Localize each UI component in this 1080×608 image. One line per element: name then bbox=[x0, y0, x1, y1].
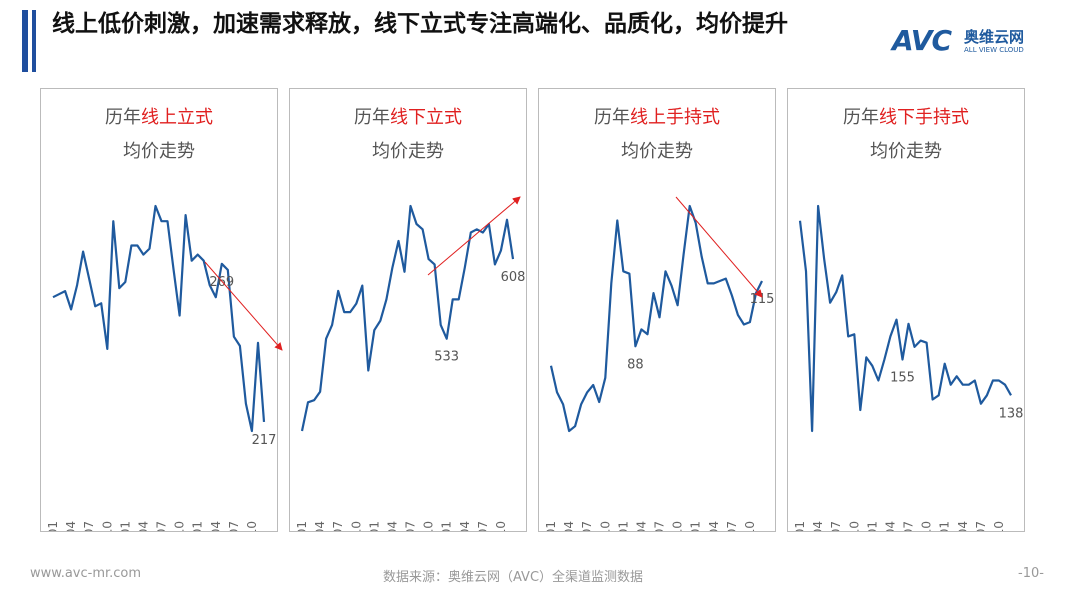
chart-subtitle: 均价走势 bbox=[372, 141, 444, 162]
chart-panel: 历年线上立式均价走势26921717.0117.0417.0717.1018.0… bbox=[40, 88, 278, 555]
page-number: -10- bbox=[1018, 566, 1044, 581]
x-tick-label: 19.10 bbox=[743, 521, 757, 531]
x-tick-label: 18.01 bbox=[616, 521, 630, 531]
footer-site: www.avc-mr.com bbox=[30, 566, 142, 581]
x-tick-label: 18.10 bbox=[173, 521, 187, 531]
accent-bar bbox=[32, 10, 36, 72]
chart: 历年线下手持式均价走势15513817.0117.0417.0717.1018.… bbox=[793, 107, 1024, 555]
x-tick-label: 17.04 bbox=[562, 521, 576, 531]
x-tick-label: 17.01 bbox=[544, 521, 558, 531]
x-tick-label: 17.07 bbox=[82, 521, 96, 531]
chart-title-lead: 历年 bbox=[594, 107, 630, 128]
x-tick-label: 17.01 bbox=[46, 521, 60, 531]
price-line bbox=[798, 204, 1012, 433]
logo-mark: AVC bbox=[892, 24, 952, 57]
chart-panel: 历年线下手持式均价走势15513817.0117.0417.0717.1018.… bbox=[787, 88, 1025, 555]
price-line bbox=[300, 204, 515, 432]
x-tick-label: 19.04 bbox=[956, 521, 970, 531]
x-tick-label: 19.04 bbox=[209, 521, 223, 531]
data-label: 88 bbox=[627, 357, 644, 372]
logo-name: 奥维云网 bbox=[964, 28, 1025, 46]
x-tick-label: 18.07 bbox=[404, 521, 418, 531]
data-label: 217 bbox=[252, 433, 277, 448]
chart-subtitle: 均价走势 bbox=[621, 141, 693, 162]
x-tick-label: 19.07 bbox=[476, 521, 490, 531]
x-tick-label: 17.10 bbox=[349, 521, 363, 531]
x-tick-label: 19.01 bbox=[440, 521, 454, 531]
x-tick-label: 18.01 bbox=[118, 521, 132, 531]
data-label: 138 bbox=[999, 406, 1024, 421]
data-label: 269 bbox=[209, 275, 234, 290]
x-tick-label: 17.07 bbox=[580, 521, 594, 531]
chart: 历年线上手持式均价走势8811517.0117.0417.0717.1018.0… bbox=[544, 107, 775, 555]
chart: 历年线下立式均价走势53360817.0117.0417.0717.1018.0… bbox=[295, 107, 526, 555]
x-tick-label: 18.04 bbox=[634, 521, 648, 531]
chart-title-highlight: 线上手持式 bbox=[630, 107, 720, 128]
chart-title-highlight: 线上立式 bbox=[141, 107, 213, 128]
chart-title: 历年线下手持式 bbox=[843, 107, 969, 128]
x-tick-label: 17.10 bbox=[847, 521, 861, 531]
chart-title-lead: 历年 bbox=[354, 107, 390, 128]
x-tick-label: 19.01 bbox=[689, 521, 703, 531]
x-tick-label: 18.07 bbox=[155, 521, 169, 531]
x-tick-label: 19.10 bbox=[494, 521, 508, 531]
chart-title-highlight: 线下立式 bbox=[390, 107, 462, 128]
x-tick-label: 19.04 bbox=[458, 521, 472, 531]
x-tick-label: 17.10 bbox=[100, 521, 114, 531]
x-tick-label: 17.07 bbox=[331, 521, 345, 531]
x-tick-label: 17.01 bbox=[793, 521, 807, 531]
chart-title: 历年线上立式 bbox=[105, 107, 213, 128]
price-line bbox=[549, 204, 763, 433]
x-tick-label: 17.01 bbox=[295, 521, 309, 531]
x-tick-label: 18.07 bbox=[902, 521, 916, 531]
logo-tagline: ALL VIEW CLOUD bbox=[964, 46, 1024, 54]
chart-title-lead: 历年 bbox=[843, 107, 879, 128]
data-label: 533 bbox=[434, 350, 459, 365]
chart-subtitle: 均价走势 bbox=[123, 141, 195, 162]
chart-subtitle: 均价走势 bbox=[870, 141, 942, 162]
x-tick-label: 17.04 bbox=[313, 521, 327, 531]
x-tick-label: 18.10 bbox=[671, 521, 685, 531]
x-tick-label: 18.10 bbox=[422, 521, 436, 531]
x-tick-label: 17.04 bbox=[811, 521, 825, 531]
x-tick-label: 18.04 bbox=[883, 521, 897, 531]
x-tick-label: 18.01 bbox=[865, 521, 879, 531]
x-tick-label: 19.10 bbox=[245, 521, 259, 531]
x-tick-label: 18.04 bbox=[136, 521, 150, 531]
chart-title-lead: 历年 bbox=[105, 107, 141, 128]
x-tick-label: 18.01 bbox=[367, 521, 381, 531]
x-tick-label: 19.01 bbox=[938, 521, 952, 531]
price-line bbox=[52, 204, 266, 433]
data-label: 115 bbox=[750, 292, 775, 307]
x-tick-label: 19.01 bbox=[191, 521, 205, 531]
chart-title-highlight: 线下手持式 bbox=[879, 107, 969, 128]
x-tick-label: 18.10 bbox=[920, 521, 934, 531]
x-tick-label: 18.04 bbox=[385, 521, 399, 531]
footer-source: 数据来源：奥维云网（AVC）全渠道监测数据 bbox=[383, 570, 644, 585]
x-tick-label: 17.04 bbox=[64, 521, 78, 531]
x-tick-label: 17.07 bbox=[829, 521, 843, 531]
data-label: 608 bbox=[501, 270, 526, 285]
logo: AVC 奥维云网 ALL VIEW CLOUD bbox=[892, 24, 1024, 57]
chart-title: 历年线下立式 bbox=[354, 107, 462, 128]
accent-bar bbox=[22, 10, 28, 72]
chart-panel: 历年线上手持式均价走势8811517.0117.0417.0717.1018.0… bbox=[538, 88, 776, 555]
chart-panel: 历年线下立式均价走势53360817.0117.0417.0717.1018.0… bbox=[289, 88, 527, 555]
x-tick-label: 19.04 bbox=[707, 521, 721, 531]
data-label: 155 bbox=[890, 371, 915, 386]
x-tick-label: 19.07 bbox=[725, 521, 739, 531]
slide-title: 线上低价刺激，加速需求释放，线下立式专注高端化、品质化，均价提升 bbox=[52, 11, 788, 37]
x-tick-label: 18.07 bbox=[653, 521, 667, 531]
chart: 历年线上立式均价走势26921717.0117.0417.0717.1018.0… bbox=[46, 107, 277, 555]
x-tick-label: 19.10 bbox=[992, 521, 1006, 531]
x-tick-label: 17.10 bbox=[598, 521, 612, 531]
chart-title: 历年线上手持式 bbox=[594, 107, 720, 128]
x-tick-label: 19.07 bbox=[227, 521, 241, 531]
x-tick-label: 19.07 bbox=[974, 521, 988, 531]
